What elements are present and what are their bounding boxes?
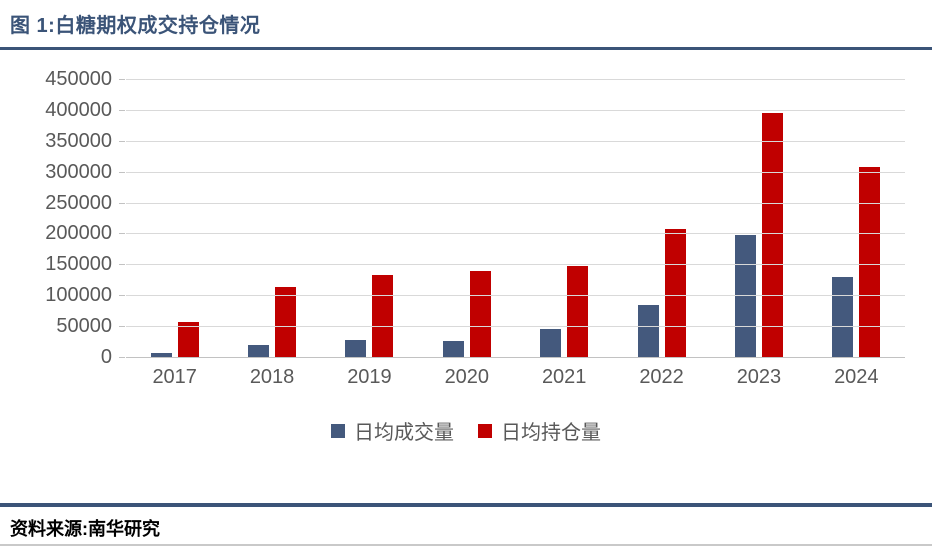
y-tick-label: 200000 [45, 222, 112, 244]
x-tick-label-2022: 2022 [639, 366, 684, 388]
y-tick-label: 50000 [56, 315, 112, 337]
gridline [126, 172, 905, 173]
x-tick-label-2021: 2021 [541, 366, 587, 388]
bottom-rule [0, 544, 932, 546]
bar-group-2024 [808, 79, 905, 357]
bar-volume-2017 [150, 352, 172, 357]
x-tick-label-2018: 2018 [249, 366, 295, 388]
bar-group-2021 [516, 79, 613, 357]
bottom-accent-bar [0, 503, 932, 507]
y-tick-mark [119, 264, 125, 265]
x-tick-label-2017: 2017 [152, 366, 197, 388]
y-tick-mark [119, 326, 125, 327]
x-tick-label-2024: 2024 [834, 366, 879, 388]
bar-group-2017 [126, 79, 223, 357]
bar-group-2023 [710, 79, 807, 357]
y-tick-mark [119, 203, 125, 204]
gridline [126, 79, 905, 80]
x-tick-label-2020: 2020 [444, 366, 490, 388]
bar-volume-2018 [248, 345, 270, 357]
x-axis-labels: 2017 2018 2019 2020 2021 2022 2023 2024 [126, 366, 905, 389]
bar-open-interest-2018 [275, 286, 297, 357]
y-tick-mark [119, 110, 125, 111]
x-tick-label-2023: 2023 [736, 366, 782, 388]
figure-title: 图 1:白糖期权成交持仓情况 [10, 15, 261, 37]
bar-group-2018 [223, 79, 320, 357]
gridline [126, 264, 905, 265]
y-tick-mark [119, 141, 125, 142]
bar-volume-2020 [442, 340, 464, 357]
bar-open-interest-2017 [177, 322, 199, 357]
source-note: 资料来源:南华研究 [10, 519, 160, 539]
bar-group-2022 [613, 79, 710, 357]
volume-series-label: 日均成交量 [354, 422, 454, 444]
legend-item-volume: 日均成交量 [331, 416, 454, 445]
plot-area: 0 50000 100000 150000 200000 250000 300000 3500… [45, 68, 905, 368]
y-tick-mark [119, 172, 125, 173]
bar-open-interest-2020 [469, 271, 491, 357]
gridline [126, 203, 905, 204]
bar-open-interest-2021 [567, 265, 589, 357]
y-tick-mark [119, 357, 125, 358]
y-tick-label: 150000 [45, 253, 112, 275]
bar-open-interest-2022 [664, 228, 686, 357]
bar-group-2019 [321, 79, 418, 357]
bar-group-2020 [418, 79, 515, 357]
bar-open-interest-2023 [761, 112, 783, 357]
y-tick-label: 100000 [45, 284, 112, 306]
bar-volume-2019 [345, 340, 367, 357]
y-tick-label: 0 [100, 346, 112, 368]
y-tick-label: 400000 [45, 99, 112, 121]
y-tick-mark [119, 295, 125, 296]
title-divider [0, 47, 932, 50]
y-tick-label: 250000 [45, 192, 112, 214]
gridline [126, 295, 905, 296]
bar-volume-2021 [540, 329, 562, 357]
y-tick-mark [119, 79, 125, 80]
y-tick-label: 450000 [45, 68, 112, 90]
gridline [126, 326, 905, 327]
bar-open-interest-2019 [372, 275, 394, 357]
y-tick-mark [119, 233, 125, 234]
bar-open-interest-2024 [859, 166, 881, 357]
volume-series-swatch [331, 423, 345, 438]
legend-item-open-interest: 日均持仓量 [478, 416, 601, 445]
bar-volume-2024 [832, 276, 854, 357]
open-interest-series-label: 日均持仓量 [501, 422, 601, 444]
x-tick-label-2019: 2019 [347, 366, 392, 388]
y-tick-label: 300000 [45, 161, 112, 183]
gridline [126, 141, 905, 142]
open-interest-series-swatch [478, 423, 492, 438]
gridline [126, 110, 905, 111]
gridline [126, 233, 905, 234]
chart-legend: 日均成交量 日均持仓量 [0, 416, 932, 445]
bar-volume-2022 [637, 305, 659, 357]
bars-layer [126, 79, 905, 357]
y-tick-label: 350000 [45, 130, 112, 152]
